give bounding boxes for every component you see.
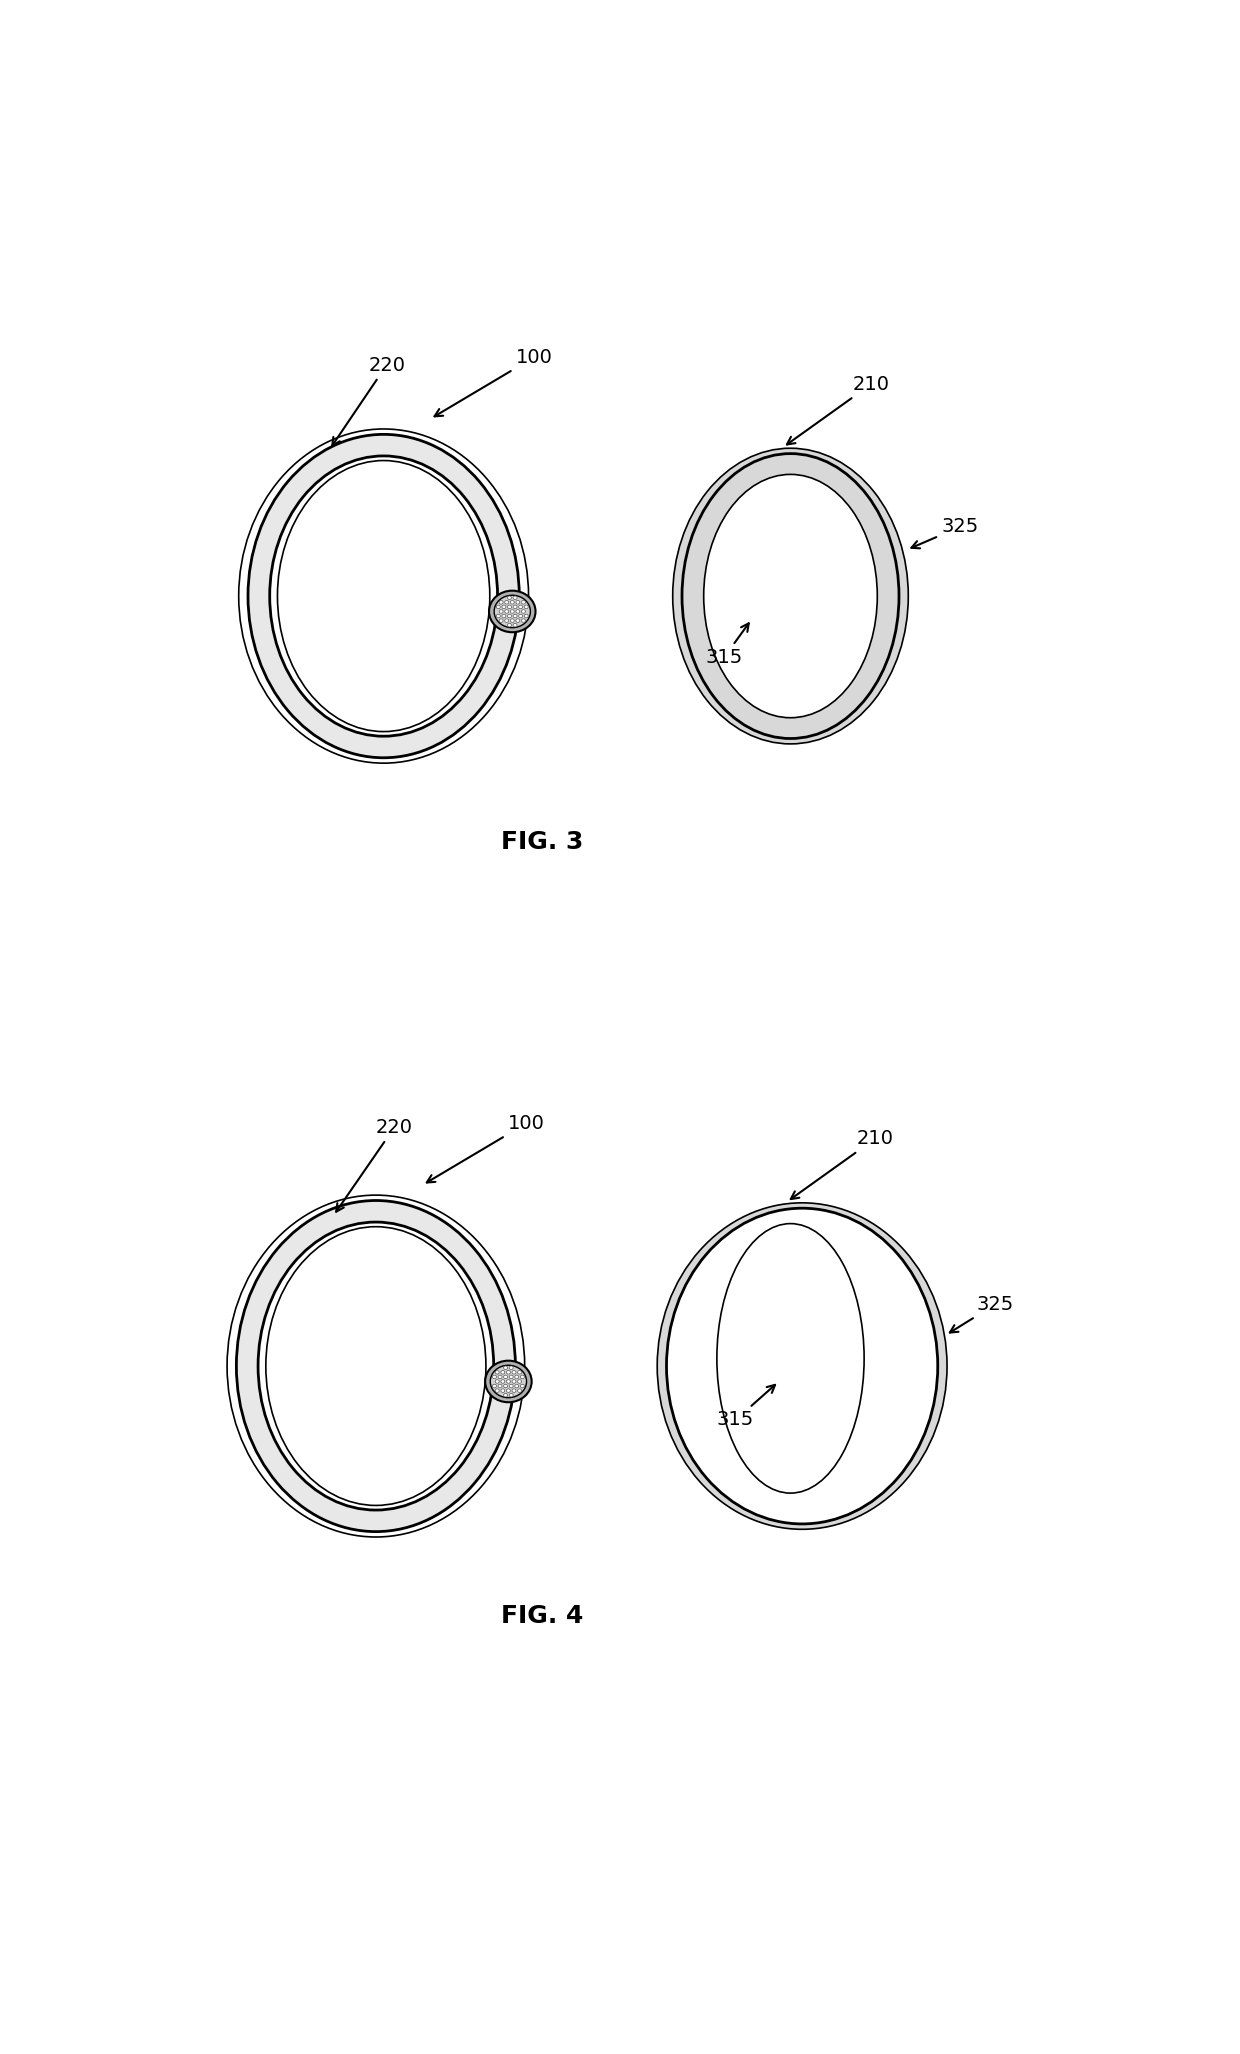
Ellipse shape: [485, 1360, 532, 1403]
Ellipse shape: [503, 1384, 507, 1389]
Ellipse shape: [507, 624, 511, 626]
Ellipse shape: [507, 606, 511, 608]
Ellipse shape: [490, 1366, 527, 1397]
Ellipse shape: [248, 433, 520, 758]
Ellipse shape: [506, 1380, 511, 1382]
Ellipse shape: [513, 614, 517, 618]
Ellipse shape: [704, 474, 878, 717]
Ellipse shape: [492, 1384, 496, 1389]
Ellipse shape: [501, 1370, 505, 1374]
Ellipse shape: [513, 606, 517, 608]
Text: 315: 315: [717, 1384, 775, 1430]
Ellipse shape: [518, 606, 522, 608]
Ellipse shape: [522, 610, 526, 614]
Text: 220: 220: [332, 355, 405, 446]
Ellipse shape: [516, 618, 520, 622]
Text: 100: 100: [434, 347, 552, 417]
Ellipse shape: [501, 1380, 505, 1382]
Ellipse shape: [515, 1374, 518, 1378]
Ellipse shape: [506, 1389, 511, 1393]
Ellipse shape: [516, 610, 520, 614]
Ellipse shape: [505, 600, 508, 604]
Ellipse shape: [512, 1380, 516, 1382]
Ellipse shape: [516, 600, 520, 604]
Ellipse shape: [517, 1380, 522, 1382]
Text: 325: 325: [911, 518, 978, 548]
Ellipse shape: [513, 596, 517, 600]
Ellipse shape: [511, 610, 515, 614]
Ellipse shape: [525, 606, 528, 608]
Ellipse shape: [521, 1374, 525, 1378]
Ellipse shape: [657, 1204, 947, 1530]
Ellipse shape: [502, 606, 506, 608]
Ellipse shape: [270, 456, 497, 735]
Ellipse shape: [507, 596, 511, 600]
Ellipse shape: [492, 1374, 496, 1378]
Ellipse shape: [503, 1366, 507, 1370]
Ellipse shape: [672, 448, 908, 744]
Ellipse shape: [522, 600, 526, 604]
Ellipse shape: [501, 1389, 505, 1393]
Text: FIG. 4: FIG. 4: [501, 1604, 584, 1629]
Ellipse shape: [496, 606, 500, 608]
Text: 210: 210: [791, 1130, 893, 1200]
Ellipse shape: [237, 1200, 516, 1532]
Ellipse shape: [500, 610, 503, 614]
Ellipse shape: [511, 618, 515, 622]
Ellipse shape: [498, 1374, 502, 1378]
Text: 315: 315: [706, 622, 749, 668]
Ellipse shape: [510, 1384, 513, 1389]
Ellipse shape: [495, 1370, 500, 1374]
Text: FIG. 3: FIG. 3: [501, 830, 584, 854]
Ellipse shape: [500, 618, 503, 622]
Text: 220: 220: [336, 1117, 413, 1212]
Text: 100: 100: [427, 1113, 544, 1183]
Ellipse shape: [495, 596, 531, 629]
Ellipse shape: [500, 600, 503, 604]
Text: 210: 210: [787, 374, 889, 444]
Ellipse shape: [489, 592, 536, 633]
Ellipse shape: [495, 1389, 500, 1393]
Ellipse shape: [513, 624, 517, 626]
Ellipse shape: [517, 1389, 522, 1393]
Ellipse shape: [522, 618, 526, 622]
Ellipse shape: [515, 1384, 518, 1389]
Ellipse shape: [518, 614, 522, 618]
Ellipse shape: [512, 1389, 516, 1393]
Ellipse shape: [667, 1208, 937, 1524]
Ellipse shape: [510, 1374, 513, 1378]
Ellipse shape: [525, 614, 528, 618]
Ellipse shape: [507, 614, 511, 618]
Ellipse shape: [521, 1384, 525, 1389]
Ellipse shape: [505, 610, 508, 614]
Ellipse shape: [503, 1393, 507, 1397]
Ellipse shape: [502, 614, 506, 618]
Ellipse shape: [510, 1393, 513, 1397]
Ellipse shape: [503, 1374, 507, 1378]
Ellipse shape: [495, 1380, 500, 1382]
Ellipse shape: [498, 1384, 502, 1389]
Ellipse shape: [511, 600, 515, 604]
Ellipse shape: [258, 1222, 494, 1510]
Ellipse shape: [506, 1370, 511, 1374]
Ellipse shape: [512, 1370, 516, 1374]
Ellipse shape: [510, 1366, 513, 1370]
Ellipse shape: [496, 614, 500, 618]
Text: 325: 325: [950, 1294, 1014, 1333]
Ellipse shape: [505, 618, 508, 622]
Ellipse shape: [517, 1370, 522, 1374]
